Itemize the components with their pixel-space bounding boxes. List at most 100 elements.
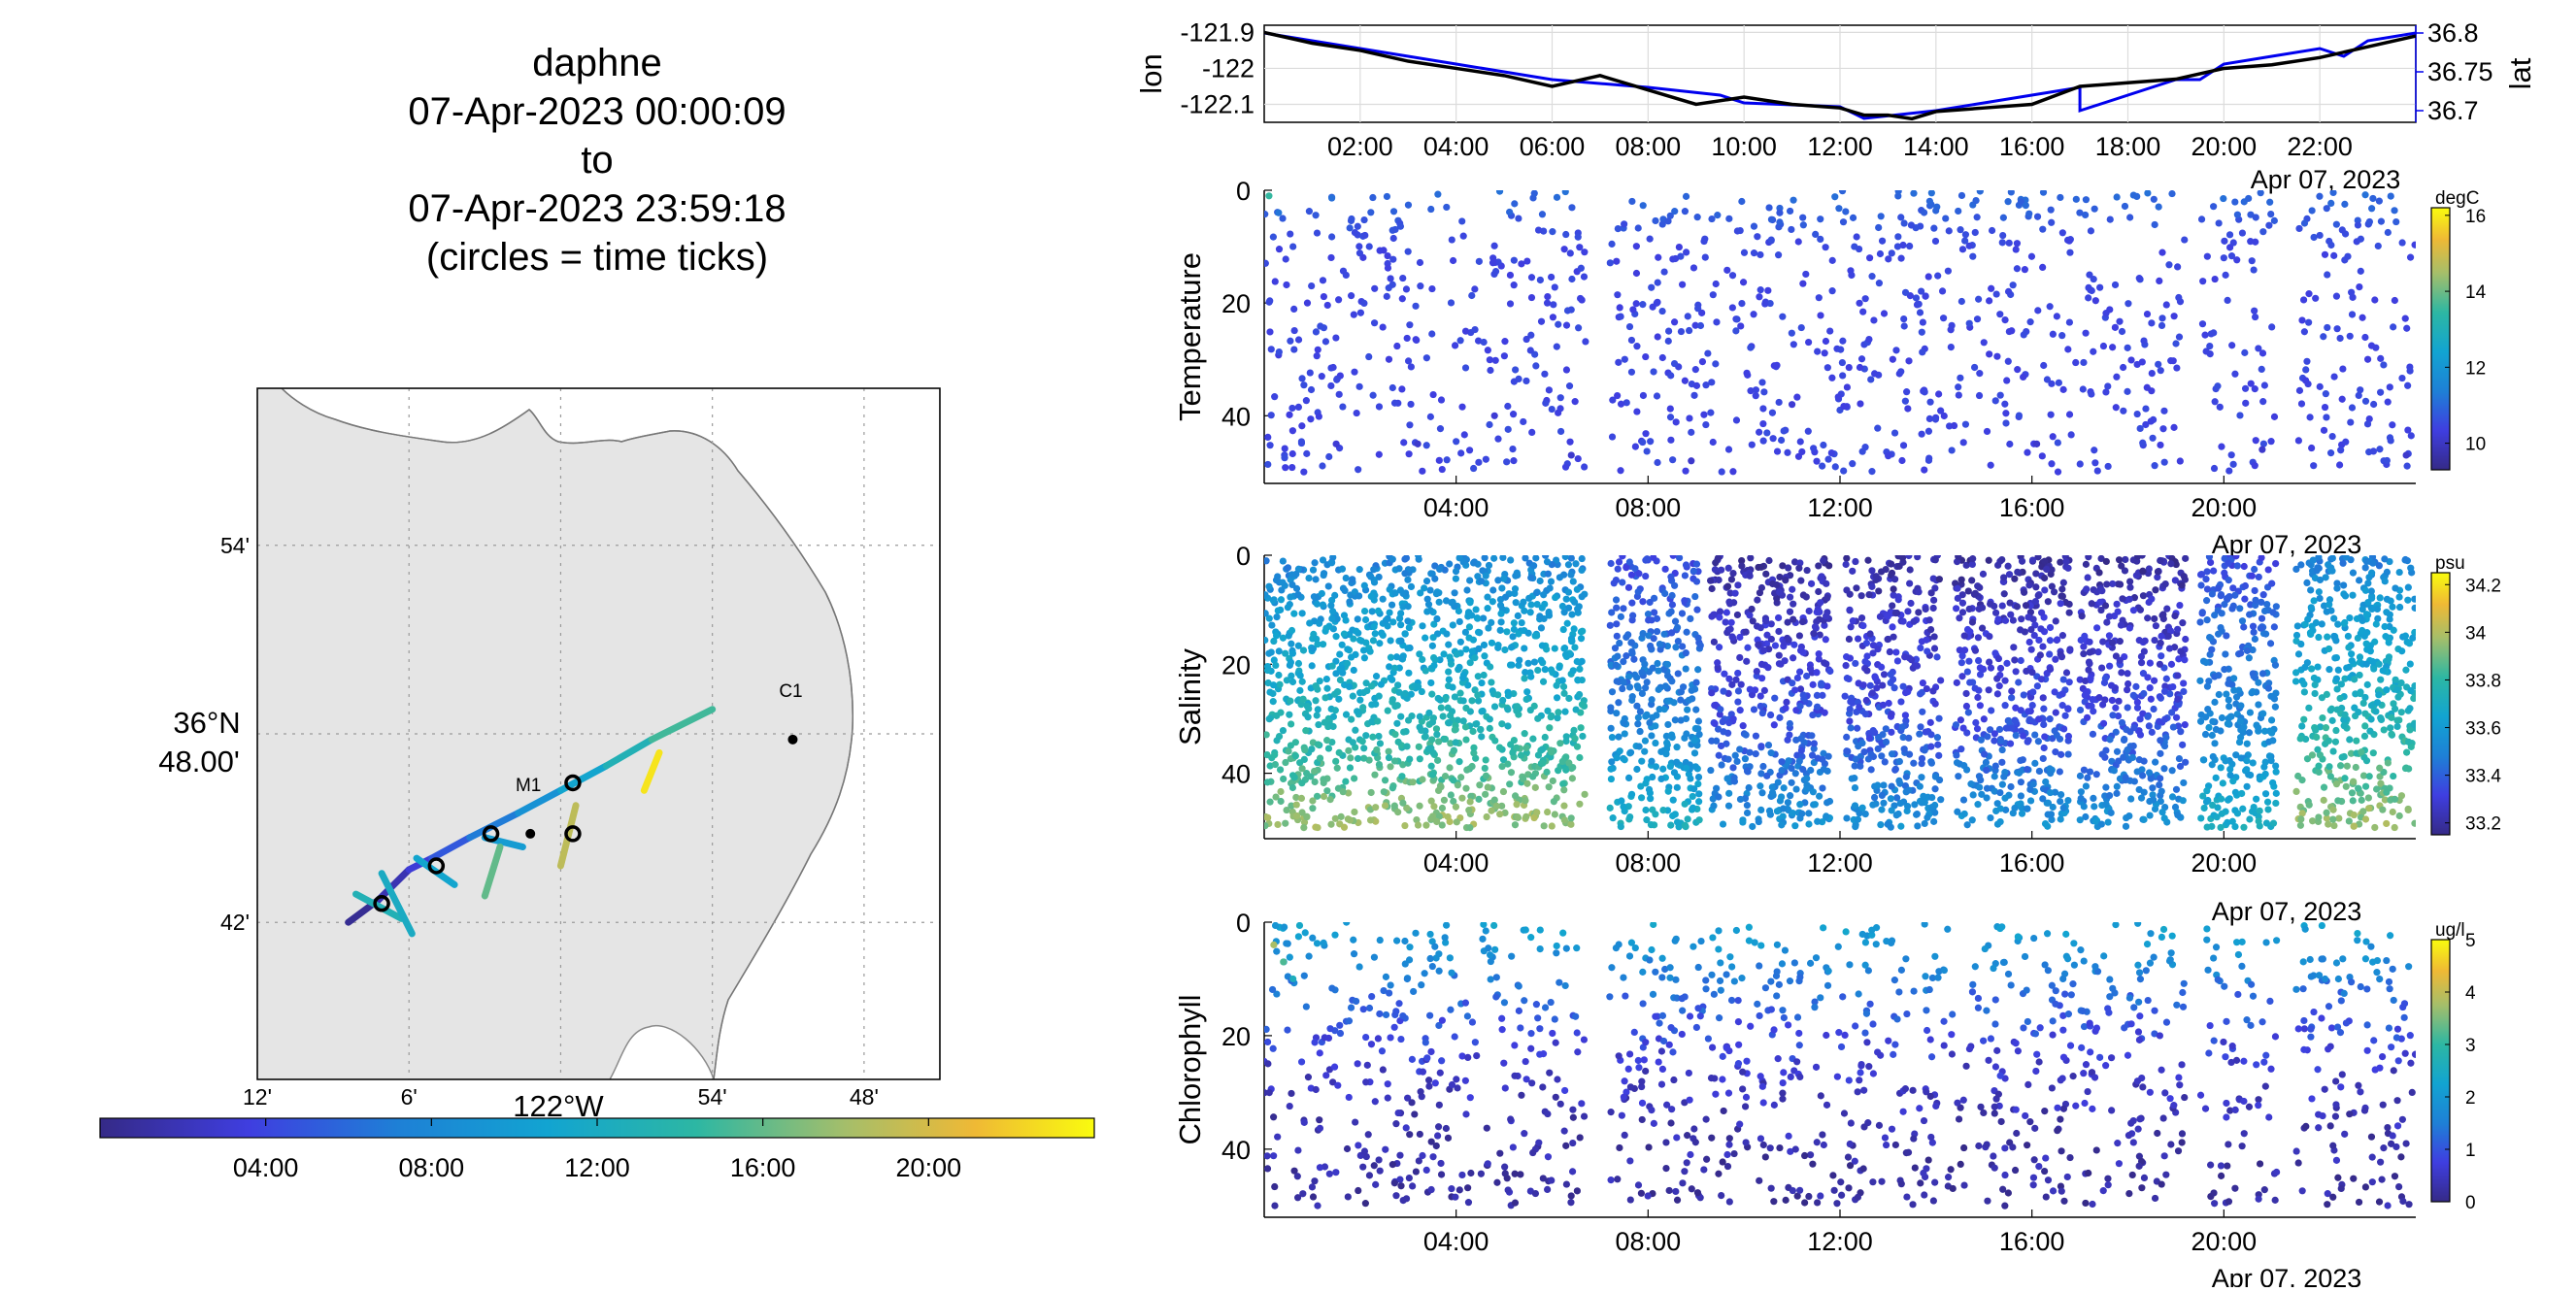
salinity-point	[1468, 697, 1475, 704]
salinity-point	[1607, 622, 1614, 629]
salinity-point	[1856, 704, 1862, 711]
time-colorbar-tick-label: 20:00	[896, 1153, 962, 1182]
temperature-point	[2091, 206, 2098, 213]
salinity-point	[2406, 705, 2413, 712]
lonlat-y-tick-label: -121.9	[1180, 17, 1255, 47]
salinity-point	[2052, 748, 2058, 755]
salinity-point	[2002, 702, 2009, 709]
salinity-point	[1579, 701, 1586, 708]
salinity-point	[2272, 662, 2279, 669]
temperature-point	[1360, 300, 1367, 307]
salinity-point	[1992, 762, 1999, 769]
salinity-point	[1691, 593, 1698, 600]
temperature-point	[1572, 398, 1579, 405]
temperature-point	[1881, 310, 1888, 316]
salinity-point	[1785, 799, 1791, 806]
salinity-point	[2362, 564, 2369, 571]
salinity-point	[1715, 793, 1722, 800]
salinity-point	[2136, 637, 2143, 644]
temperature-point	[1266, 328, 1273, 335]
temperature-point	[2212, 276, 2219, 282]
temperature-point	[1507, 272, 1514, 279]
temperature-point	[1561, 246, 1568, 252]
temperature-point	[1756, 429, 1762, 436]
salinity-point	[1771, 721, 1778, 728]
temperature-point	[2220, 195, 2226, 202]
salinity-point	[2388, 598, 2394, 605]
salinity-point	[2045, 598, 2052, 605]
salinity-point	[1853, 756, 1859, 763]
salinity-point	[2321, 797, 2327, 804]
salinity-point	[1515, 613, 1522, 619]
salinity-point	[2139, 772, 2146, 779]
temperature-point	[2385, 229, 2392, 236]
salinity-point	[1387, 675, 1393, 681]
salinity-point	[1887, 648, 1893, 655]
salinity-point	[1859, 622, 1866, 629]
temperature-point	[1324, 302, 1331, 309]
temperature-point	[1959, 246, 1966, 252]
salinity-point	[1667, 574, 1674, 580]
temperature-point	[2301, 219, 2308, 226]
salinity-point	[1615, 699, 1622, 706]
salinity-point	[1502, 594, 1509, 601]
salinity-point	[2078, 795, 2085, 802]
temperature-point	[1922, 388, 1928, 395]
salinity-point	[1579, 628, 1586, 635]
salinity-point	[2146, 769, 2153, 776]
salinity-point	[2392, 706, 2398, 712]
salinity-point	[1394, 809, 1401, 815]
salinity-point	[1578, 724, 1585, 731]
temperature-point	[1799, 281, 1806, 287]
salinity-point	[1361, 654, 1368, 661]
salinity-point	[1868, 766, 1875, 773]
salinity-point	[2181, 656, 2188, 663]
salinity-point	[1662, 682, 1669, 689]
salinity-point	[1454, 818, 1460, 825]
map-lon-tick-label: 6'	[401, 1084, 418, 1110]
salinity-point	[2304, 615, 2311, 622]
salinity-point	[1695, 774, 1702, 780]
salinity-point	[2232, 789, 2239, 796]
salinity-point	[2024, 739, 2031, 745]
salinity-point	[1353, 628, 1359, 635]
temperature-point	[2295, 437, 2302, 444]
temperature-point	[2377, 355, 2384, 362]
temperature-point	[2364, 420, 2371, 427]
salinity-point	[1482, 554, 1489, 561]
salinity-point	[1302, 727, 1309, 734]
salinity-point	[2392, 584, 2398, 591]
temperature-point	[1427, 206, 1434, 213]
salinity-point	[2077, 773, 2084, 779]
temperature-point	[1671, 318, 1678, 325]
salinity-point	[2031, 632, 2038, 639]
temperature-point	[1849, 460, 1856, 467]
salinity-point	[2116, 556, 2123, 563]
salinity-point	[1293, 801, 1300, 808]
salinity-point	[1570, 727, 1577, 734]
temperature-point	[2160, 408, 2167, 414]
temperature-point	[1776, 210, 1783, 216]
temperature-point	[2114, 193, 2121, 200]
salinity-point	[2079, 613, 2086, 619]
salinity-point	[2226, 766, 2233, 773]
salinity-point	[1485, 783, 1491, 790]
salinity-point	[1391, 703, 1398, 710]
salinity-point	[2342, 592, 2349, 599]
salinity-point	[2037, 651, 2044, 658]
salinity-point	[1275, 608, 1282, 614]
salinity-point	[1343, 575, 1350, 581]
temperature-point	[1376, 451, 1383, 458]
salinity-point	[1935, 752, 1942, 759]
temperature-point	[1966, 320, 1973, 327]
salinity-point	[1579, 593, 1586, 600]
salinity-point	[2008, 724, 2015, 731]
salinity-point	[1275, 672, 1282, 679]
temperature-point	[2090, 348, 2096, 355]
temperature-point	[2066, 411, 2073, 417]
salinity-point	[2173, 786, 2180, 793]
salinity-point	[1823, 613, 1829, 619]
salinity-point	[1934, 734, 1941, 741]
salinity-point	[2204, 706, 2211, 712]
temperature-point	[1457, 337, 1464, 344]
